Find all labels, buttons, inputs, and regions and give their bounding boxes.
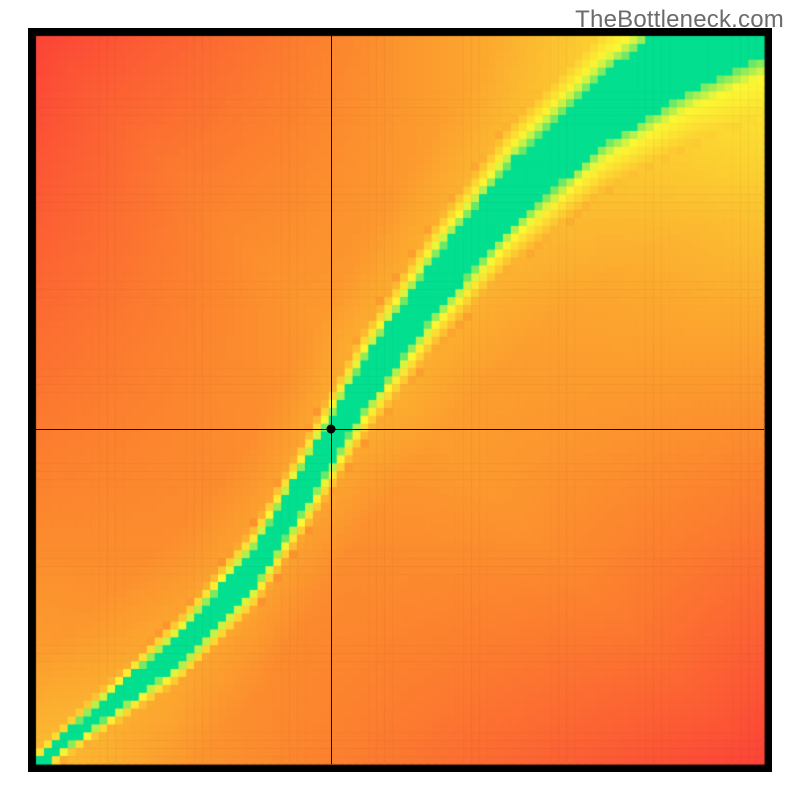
heatmap-canvas xyxy=(28,28,772,772)
crosshair-horizontal xyxy=(36,429,764,430)
watermark-text: TheBottleneck.com xyxy=(575,6,784,34)
crosshair-vertical xyxy=(331,36,332,764)
chart-container: TheBottleneck.com xyxy=(0,0,800,800)
selected-point-marker xyxy=(326,425,335,434)
chart-frame xyxy=(28,28,772,772)
